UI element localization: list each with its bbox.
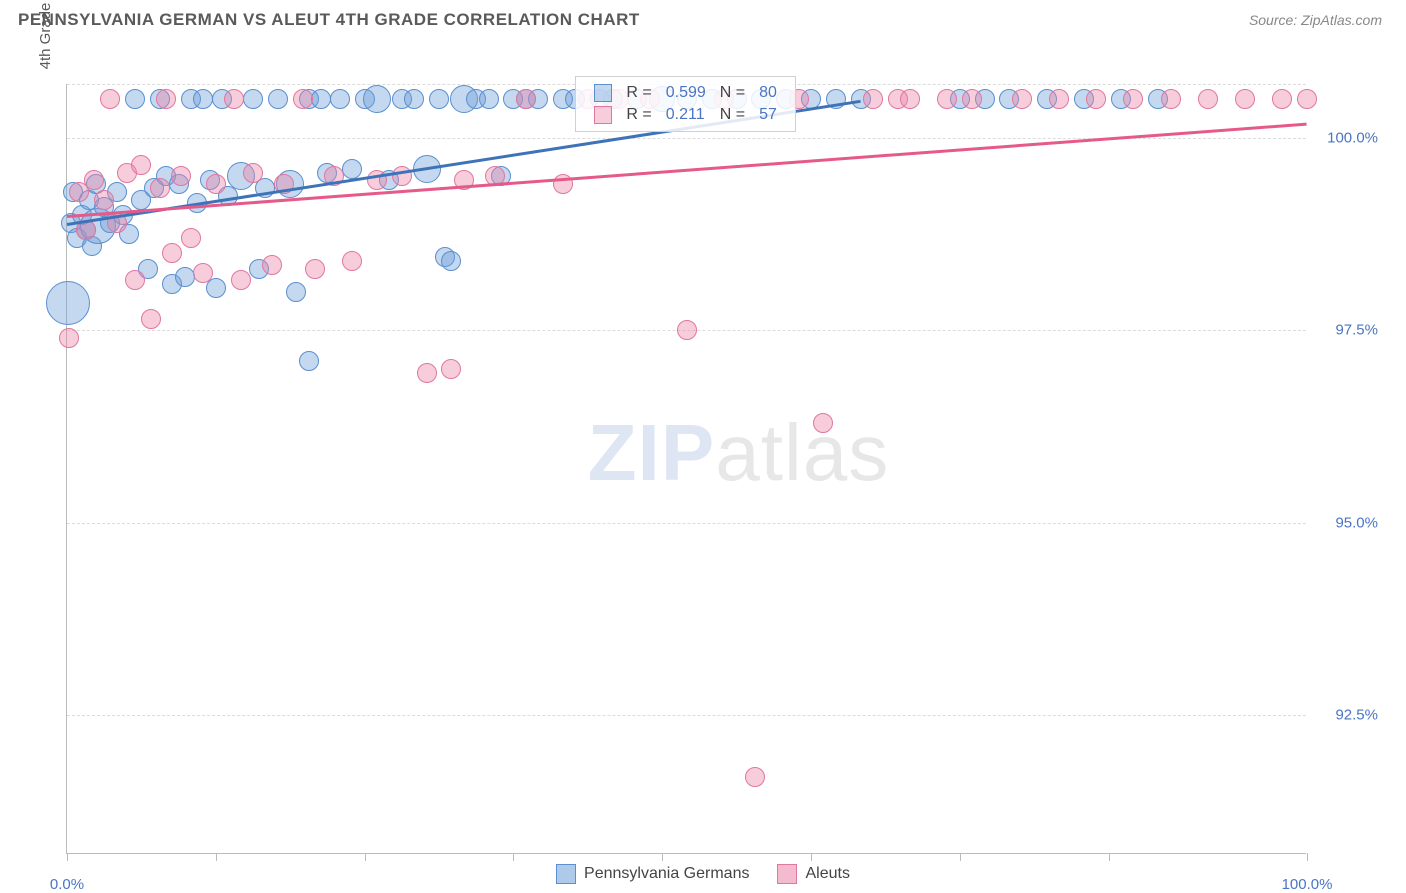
scatter-point xyxy=(84,170,104,190)
source-prefix: Source: xyxy=(1249,12,1301,28)
scatter-point xyxy=(516,89,536,109)
stat-n-value: 80 xyxy=(753,83,783,103)
scatter-point xyxy=(46,281,90,325)
scatter-point xyxy=(342,159,362,179)
stat-r-label: R = xyxy=(620,105,657,125)
scatter-point xyxy=(1198,89,1218,109)
legend-label: Aleuts xyxy=(805,865,849,883)
scatter-point xyxy=(193,89,213,109)
scatter-point xyxy=(441,359,461,379)
scatter-point xyxy=(181,228,201,248)
legend-swatch xyxy=(594,106,612,124)
scatter-point xyxy=(305,259,325,279)
scatter-point xyxy=(125,89,145,109)
y-tick-label: 95.0% xyxy=(1314,514,1378,531)
stats-box: R =0.599N =80 R =0.211N =57 xyxy=(575,76,796,132)
stat-r-label: R = xyxy=(620,83,657,103)
scatter-point xyxy=(479,89,499,109)
scatter-point xyxy=(262,255,282,275)
plot-area: ZIPatlas 92.5%95.0%97.5%100.0%0.0%100.0%… xyxy=(66,84,1306,854)
y-axis-label: 4th Grade xyxy=(37,3,54,70)
scatter-point xyxy=(231,270,251,290)
scatter-point xyxy=(745,767,765,787)
watermark: ZIPatlas xyxy=(588,407,889,499)
x-tick xyxy=(1109,853,1110,861)
scatter-point xyxy=(299,351,319,371)
scatter-point xyxy=(243,163,263,183)
scatter-point xyxy=(243,89,263,109)
scatter-point xyxy=(131,155,151,175)
scatter-point xyxy=(171,166,191,186)
scatter-point xyxy=(293,89,313,109)
y-tick-label: 100.0% xyxy=(1314,129,1378,146)
gridline xyxy=(67,715,1306,716)
gridline xyxy=(67,523,1306,524)
stat-n-label: N = xyxy=(714,83,751,103)
scatter-point xyxy=(1297,89,1317,109)
scatter-point xyxy=(193,263,213,283)
scatter-point xyxy=(150,178,170,198)
scatter-point xyxy=(1123,89,1143,109)
x-tick xyxy=(216,853,217,861)
scatter-point xyxy=(962,89,982,109)
scatter-point xyxy=(677,320,697,340)
scatter-point xyxy=(224,89,244,109)
scatter-point xyxy=(100,89,120,109)
scatter-point xyxy=(937,89,957,109)
x-tick xyxy=(365,853,366,861)
chart-title: PENNSYLVANIA GERMAN VS ALEUT 4TH GRADE C… xyxy=(18,10,640,30)
scatter-point xyxy=(1049,89,1069,109)
scatter-point xyxy=(286,282,306,302)
scatter-point xyxy=(363,85,391,113)
scatter-point xyxy=(156,89,176,109)
legend-swatch xyxy=(556,864,576,884)
scatter-point xyxy=(311,89,331,109)
scatter-point xyxy=(429,89,449,109)
legend-item: Aleuts xyxy=(777,864,849,884)
scatter-point xyxy=(900,89,920,109)
scatter-point xyxy=(162,243,182,263)
scatter-point xyxy=(330,89,350,109)
scatter-point xyxy=(94,190,114,210)
watermark-zip: ZIP xyxy=(588,408,715,497)
scatter-point xyxy=(342,251,362,271)
legend-swatch xyxy=(594,84,612,102)
scatter-point xyxy=(1086,89,1106,109)
chart-source: Source: ZipAtlas.com xyxy=(1249,12,1382,28)
stat-r-value: 0.211 xyxy=(660,105,712,125)
y-tick-label: 92.5% xyxy=(1314,707,1378,724)
x-tick xyxy=(960,853,961,861)
scatter-point xyxy=(1161,89,1181,109)
x-tick xyxy=(513,853,514,861)
scatter-point xyxy=(268,89,288,109)
scatter-point xyxy=(1012,89,1032,109)
y-tick-label: 97.5% xyxy=(1314,322,1378,339)
stat-n-value: 57 xyxy=(753,105,783,125)
legend-item: Pennsylvania Germans xyxy=(556,864,749,884)
x-tick xyxy=(811,853,812,861)
scatter-point xyxy=(175,267,195,287)
x-tick xyxy=(1307,853,1308,861)
watermark-atlas: atlas xyxy=(715,408,889,497)
scatter-point xyxy=(441,251,461,271)
scatter-point xyxy=(813,413,833,433)
scatter-point xyxy=(141,309,161,329)
scatter-point xyxy=(59,328,79,348)
legend: Pennsylvania Germans Aleuts xyxy=(0,864,1406,884)
scatter-point xyxy=(206,174,226,194)
chart-header: PENNSYLVANIA GERMAN VS ALEUT 4TH GRADE C… xyxy=(0,0,1406,36)
legend-label: Pennsylvania Germans xyxy=(584,865,749,883)
scatter-point xyxy=(404,89,424,109)
stat-r-value: 0.599 xyxy=(660,83,712,103)
scatter-point xyxy=(1235,89,1255,109)
scatter-point xyxy=(417,363,437,383)
legend-swatch xyxy=(777,864,797,884)
scatter-point xyxy=(125,270,145,290)
stat-n-label: N = xyxy=(714,105,751,125)
x-tick xyxy=(67,853,68,861)
scatter-point xyxy=(863,89,883,109)
scatter-point xyxy=(1272,89,1292,109)
x-tick xyxy=(662,853,663,861)
source-name: ZipAtlas.com xyxy=(1301,12,1382,28)
